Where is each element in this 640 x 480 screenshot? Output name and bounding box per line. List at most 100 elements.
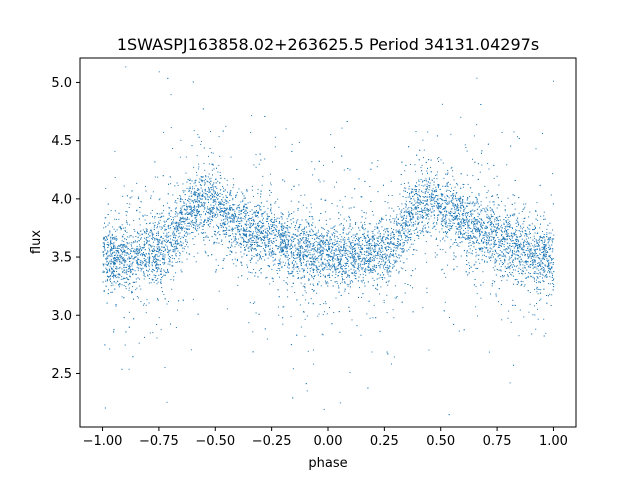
data-point: [507, 267, 509, 269]
data-point: [116, 266, 118, 268]
data-point: [377, 232, 379, 234]
data-point: [156, 258, 158, 260]
data-point: [167, 249, 169, 250]
data-point: [297, 230, 299, 232]
data-point: [220, 207, 222, 209]
data-point: [321, 333, 323, 335]
data-point: [530, 233, 531, 234]
data-point: [488, 239, 490, 241]
data-point: [249, 210, 251, 212]
data-point: [396, 243, 398, 244]
data-point: [498, 204, 500, 206]
data-point: [173, 237, 174, 238]
data-point: [414, 232, 416, 234]
data-point: [160, 228, 162, 230]
data-point: [504, 228, 506, 229]
data-point: [317, 257, 319, 259]
data-point: [277, 272, 279, 274]
data-point: [430, 203, 432, 205]
data-point: [395, 229, 397, 231]
data-point: [462, 236, 463, 238]
data-point: [260, 251, 262, 253]
data-point: [258, 163, 260, 165]
data-point: [429, 198, 431, 200]
data-point: [484, 233, 486, 235]
data-point: [387, 259, 389, 261]
data-point: [412, 188, 414, 190]
data-point: [510, 273, 512, 275]
data-point: [335, 248, 337, 250]
data-point: [139, 224, 141, 226]
data-point: [130, 250, 132, 252]
data-point: [442, 208, 444, 210]
data-point: [144, 237, 145, 239]
data-point: [335, 273, 337, 275]
data-point: [246, 223, 248, 225]
data-point: [181, 236, 183, 238]
data-point: [110, 245, 112, 247]
data-point: [163, 210, 165, 212]
data-point: [109, 232, 111, 234]
data-point: [511, 274, 513, 276]
data-point: [453, 179, 455, 181]
data-point: [175, 226, 177, 228]
data-point: [334, 248, 336, 250]
data-point: [311, 238, 313, 239]
data-point: [310, 298, 312, 300]
data-point: [521, 238, 523, 240]
data-point: [130, 235, 132, 237]
data-point: [451, 187, 452, 189]
data-point: [284, 241, 285, 243]
data-point: [154, 217, 156, 219]
data-point: [253, 256, 255, 257]
data-point: [216, 207, 218, 209]
data-point: [334, 225, 336, 227]
data-point: [401, 251, 403, 253]
data-point: [185, 240, 187, 242]
data-point: [447, 225, 449, 227]
data-point: [475, 306, 477, 308]
data-point: [215, 197, 217, 199]
data-point: [391, 254, 392, 256]
data-point: [519, 236, 521, 238]
data-point: [403, 211, 405, 213]
data-point: [497, 223, 499, 225]
data-point: [520, 264, 522, 266]
data-point: [206, 191, 208, 192]
data-point: [527, 266, 529, 268]
data-point: [106, 257, 108, 259]
data-point: [216, 209, 218, 211]
data-point: [311, 263, 313, 265]
data-point: [482, 271, 484, 273]
data-point: [504, 254, 506, 256]
data-point: [227, 217, 229, 219]
data-point: [239, 207, 241, 209]
data-point: [473, 264, 475, 266]
data-point: [437, 203, 439, 205]
data-point: [198, 205, 200, 207]
data-point: [314, 255, 316, 257]
data-point: [282, 239, 283, 241]
data-point: [430, 200, 432, 202]
data-point: [383, 230, 385, 232]
data-point: [249, 233, 251, 235]
data-point: [267, 235, 269, 236]
data-point: [436, 199, 438, 200]
data-point: [324, 245, 326, 247]
data-point: [366, 234, 368, 236]
data-point: [333, 252, 335, 254]
data-point: [190, 195, 192, 197]
data-point: [207, 211, 209, 213]
data-point: [536, 273, 538, 274]
data-point: [513, 131, 515, 133]
data-point: [407, 225, 409, 227]
data-point: [307, 251, 309, 253]
data-point: [320, 273, 322, 275]
data-point: [296, 249, 298, 251]
data-point: [421, 230, 423, 232]
data-point: [109, 268, 110, 270]
data-point: [369, 248, 371, 250]
data-point: [291, 256, 293, 258]
data-point: [437, 217, 438, 219]
data-point: [155, 264, 157, 266]
